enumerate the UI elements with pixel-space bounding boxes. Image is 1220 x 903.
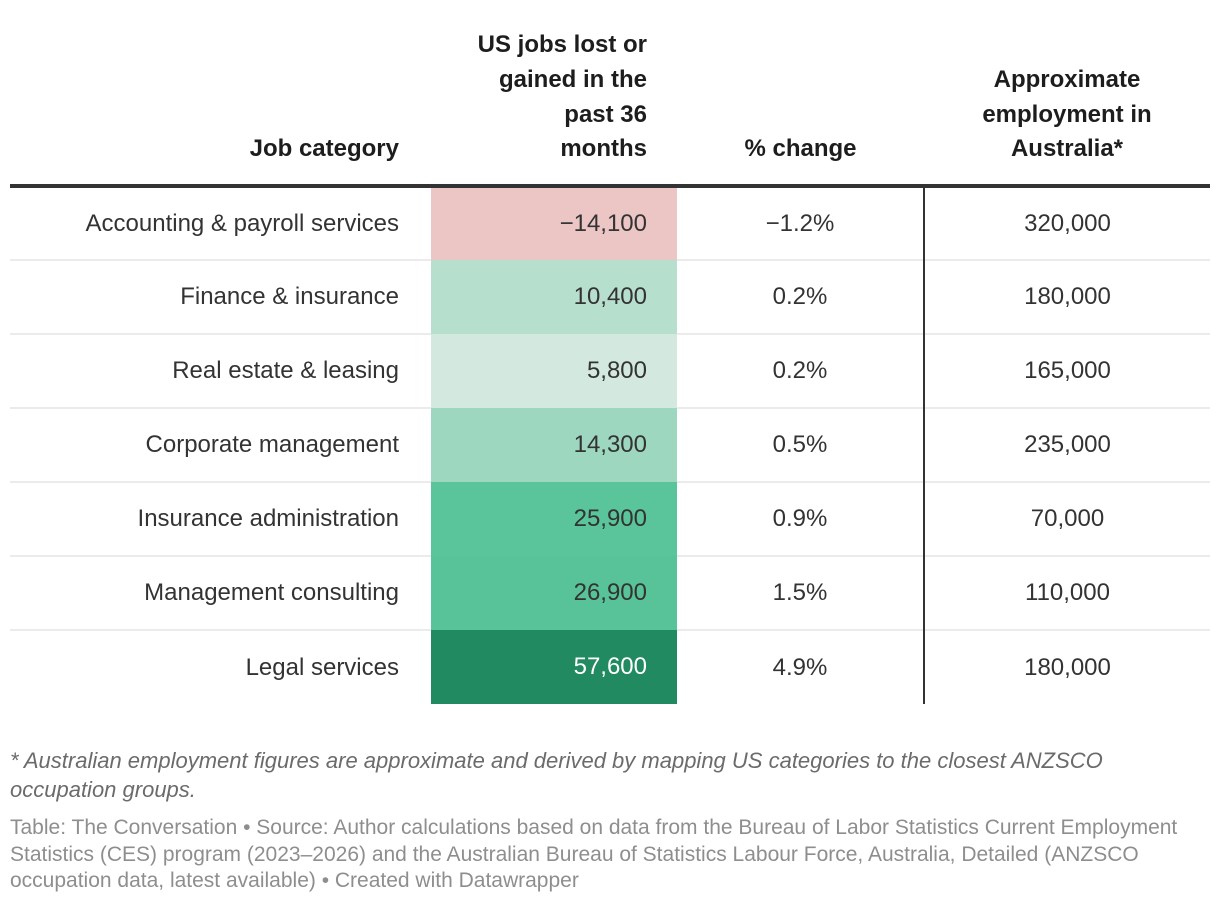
source-credit: Table: The Conversation • Source: Author… bbox=[10, 815, 1178, 893]
aus-employment-cell: 165,000 bbox=[923, 333, 1210, 409]
aus-employment-cell: 110,000 bbox=[923, 555, 1210, 631]
jobs-table: Job category US jobs lost or gained in t… bbox=[10, 0, 1210, 705]
aus-employment-cell: 235,000 bbox=[923, 407, 1210, 483]
column-header-label: % change bbox=[744, 135, 857, 163]
table-row: Management consulting 26,900 1.5% 110,00… bbox=[10, 555, 1210, 631]
job-category-cell: Legal services bbox=[10, 629, 431, 705]
us-jobs-heatmap-cell: 14,300 bbox=[431, 408, 677, 483]
column-header-label: Job category bbox=[249, 135, 399, 163]
table-row: Legal services 57,600 4.9% 180,000 bbox=[10, 629, 1210, 705]
table-row: Accounting & payroll services −14,100 −1… bbox=[10, 186, 1210, 261]
aus-employment-cell: 320,000 bbox=[923, 186, 1210, 261]
job-category-cell: Finance & insurance bbox=[10, 259, 431, 335]
job-category-cell: Insurance administration bbox=[10, 481, 431, 557]
table-body: Accounting & payroll services −14,100 −1… bbox=[10, 186, 1210, 705]
footnote: * Australian employment figures are appr… bbox=[10, 748, 1103, 803]
job-category-cell: Accounting & payroll services bbox=[85, 209, 399, 237]
column-header-pct-change: % change bbox=[677, 0, 924, 189]
column-header-label: Approximate employment in Australia* bbox=[982, 65, 1152, 163]
pct-change-cell: 1.5% bbox=[677, 555, 924, 631]
column-header-us-jobs: US jobs lost or gained in the past 36 mo… bbox=[431, 0, 677, 189]
aus-employment-cell: 70,000 bbox=[923, 481, 1210, 557]
table-row: Insurance administration 25,900 0.9% 70,… bbox=[10, 481, 1210, 557]
pct-change-cell: 0.2% bbox=[677, 333, 924, 409]
us-jobs-heatmap-cell: 25,900 bbox=[431, 482, 677, 557]
pct-change-cell: 4.9% bbox=[677, 629, 924, 705]
column-header-aus-employment: Approximate employment in Australia* bbox=[924, 0, 1210, 189]
us-jobs-heatmap-cell: 10,400 bbox=[431, 260, 677, 335]
us-jobs-heatmap-cell: 57,600 bbox=[431, 630, 677, 705]
us-jobs-heatmap-cell: 26,900 bbox=[431, 556, 677, 631]
column-header-job-category: Job category bbox=[10, 0, 431, 189]
pct-change-cell: 0.5% bbox=[677, 407, 924, 483]
table-header: Job category US jobs lost or gained in t… bbox=[10, 0, 1210, 189]
table-row: Real estate & leasing 5,800 0.2% 165,000 bbox=[10, 333, 1210, 409]
aus-employment-cell: 180,000 bbox=[923, 259, 1210, 335]
aus-employment-cell: 180,000 bbox=[923, 629, 1210, 705]
job-category-cell: Corporate management bbox=[10, 407, 431, 483]
table-row: Corporate management 14,300 0.5% 235,000 bbox=[10, 407, 1210, 483]
pct-change-cell: 0.9% bbox=[677, 481, 924, 557]
us-jobs-heatmap-cell: 5,800 bbox=[431, 334, 677, 409]
us-jobs-heatmap-cell: −14,100 bbox=[431, 186, 677, 261]
pct-change-cell: −1.2% bbox=[765, 209, 835, 237]
job-category-cell: Real estate & leasing bbox=[10, 333, 431, 409]
table-row: Finance & insurance 10,400 0.2% 180,000 bbox=[10, 259, 1210, 335]
pct-change-cell: 0.2% bbox=[677, 259, 924, 335]
column-header-label: US jobs lost or gained in the past 36 mo… bbox=[477, 31, 647, 163]
job-category-cell: Management consulting bbox=[10, 555, 431, 631]
